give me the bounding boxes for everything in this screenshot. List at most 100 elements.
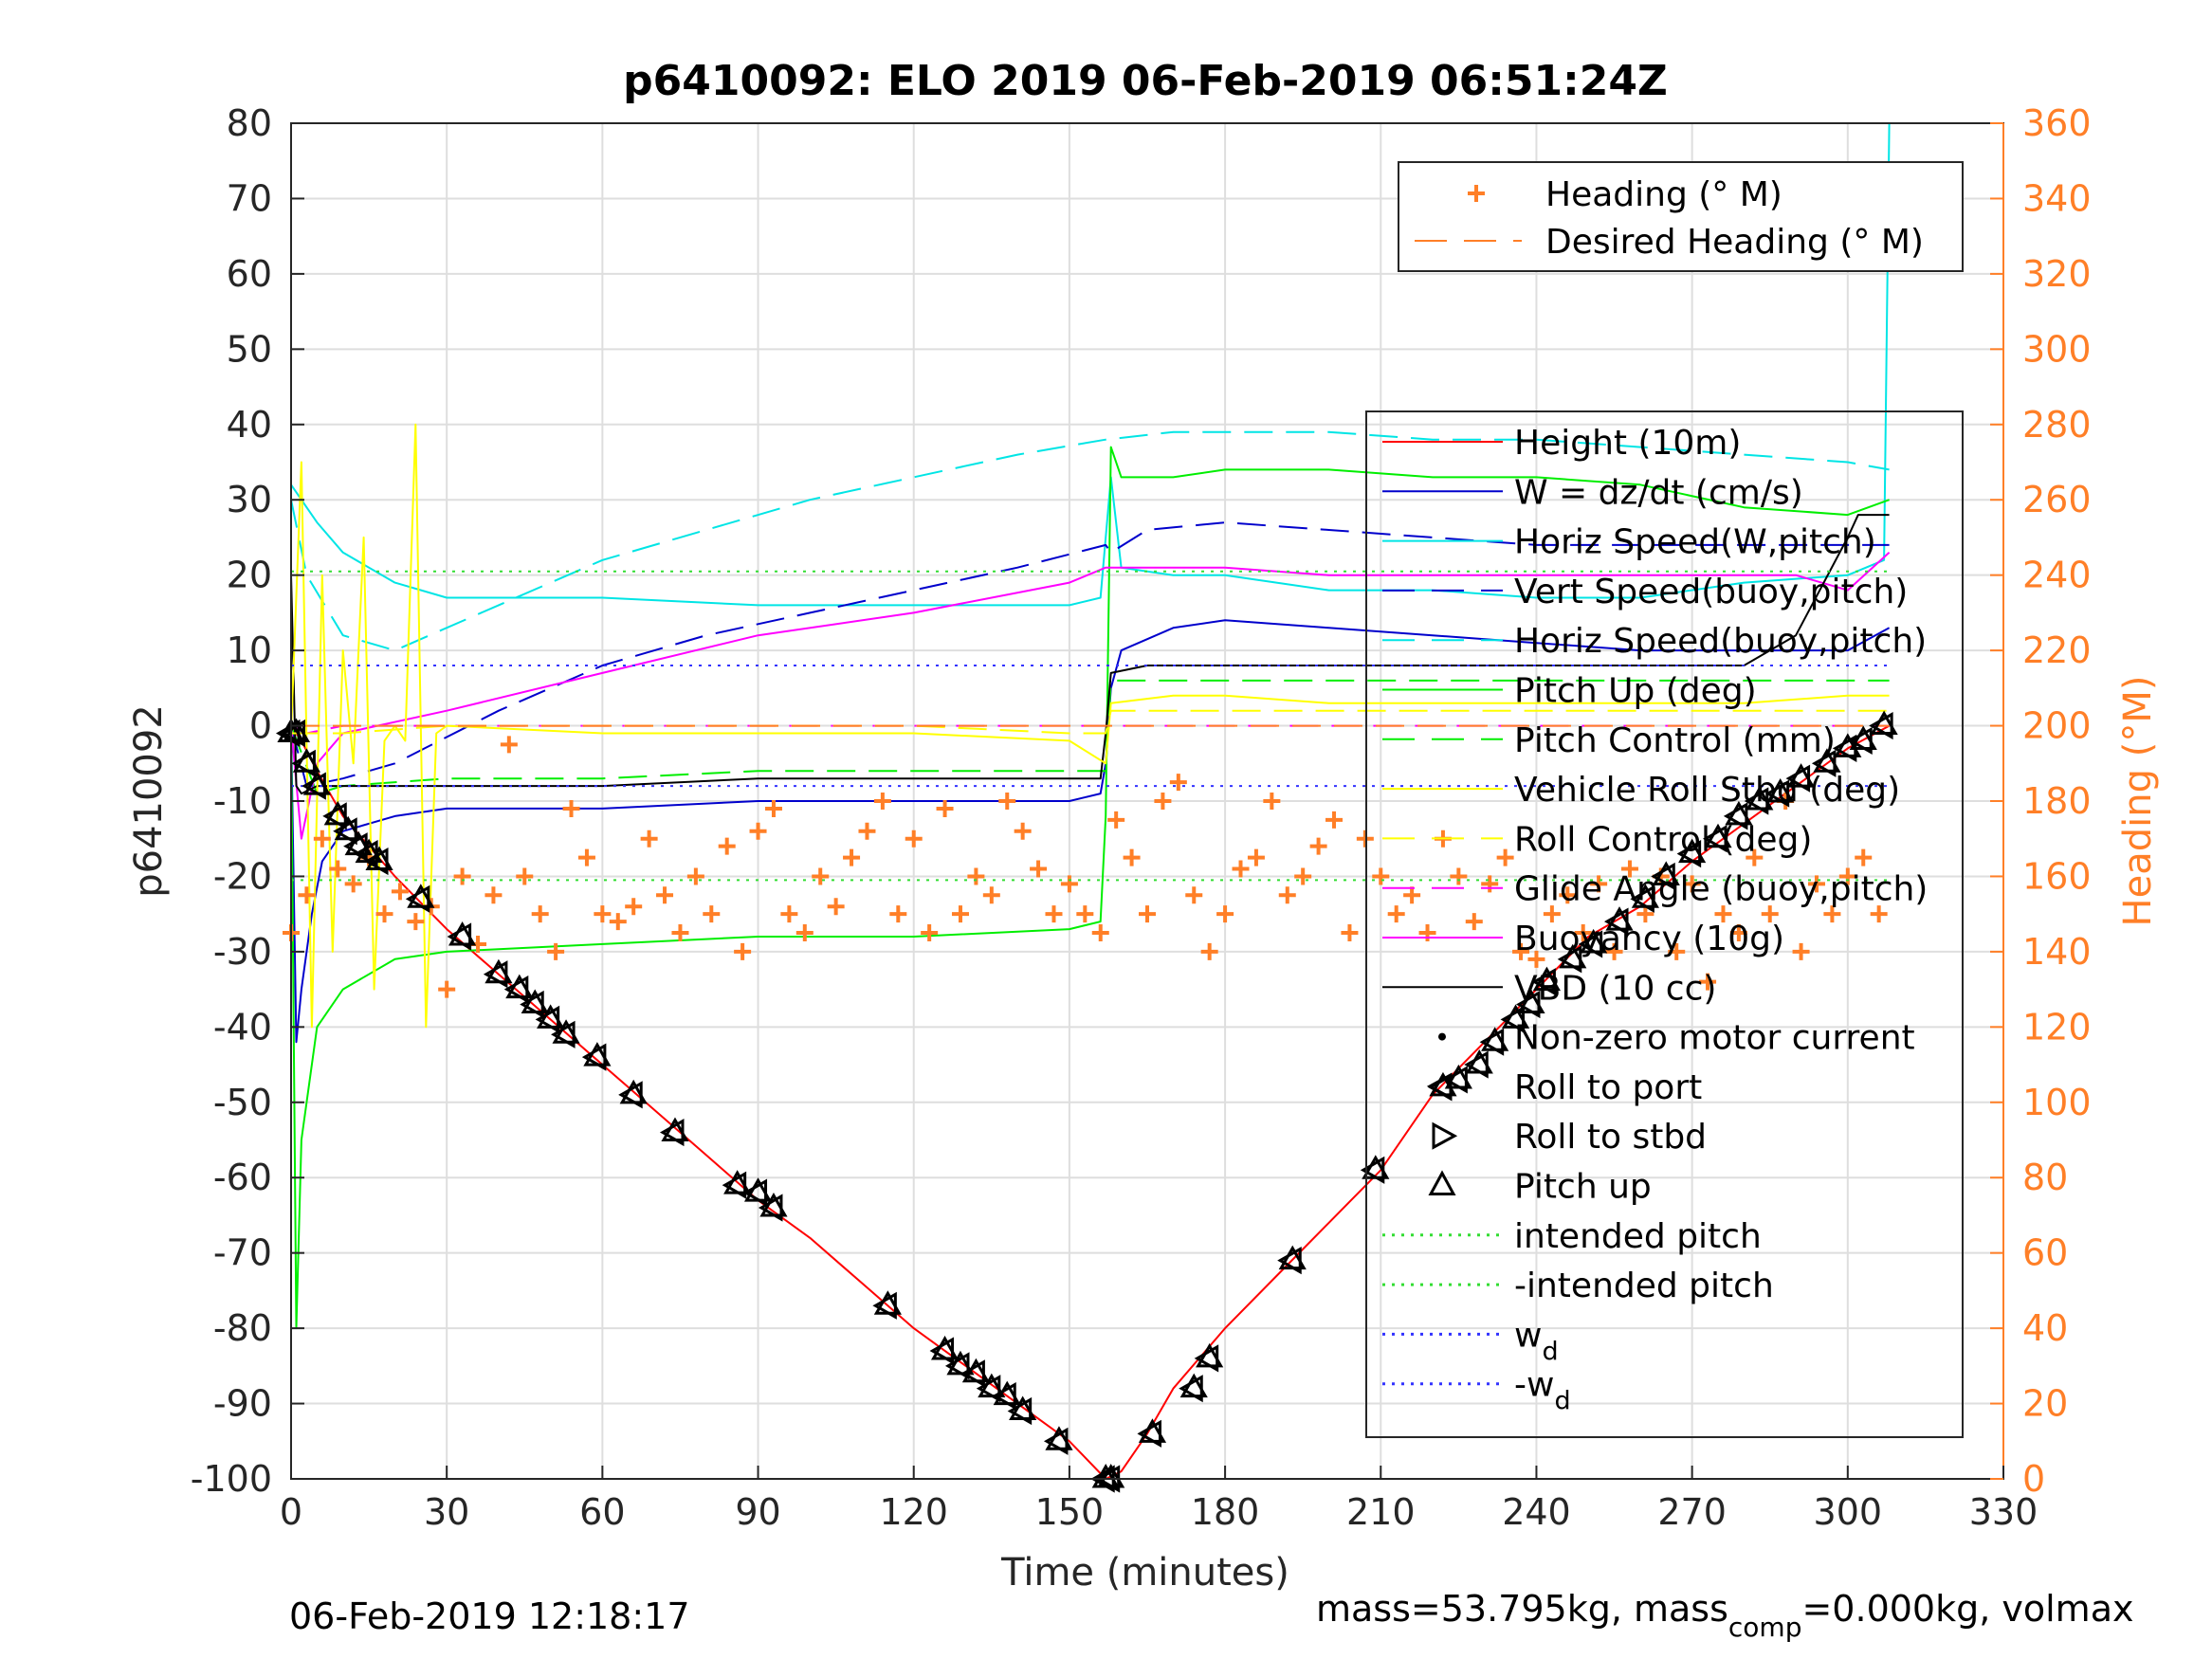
legend-label: wd xyxy=(1514,1316,1559,1366)
motor-event-marker xyxy=(1869,710,1898,740)
legend-entry: Roll to stbd xyxy=(1432,1118,1707,1157)
motor-event-marker xyxy=(659,1117,689,1147)
legend-label: -intended pitch xyxy=(1514,1267,1774,1305)
roll-to-port-marker xyxy=(1443,1066,1468,1094)
motor-event-marker xyxy=(742,1177,773,1207)
legend-label: Vehicle Roll Stbd (deg) xyxy=(1514,771,1900,810)
chart-title: p6410092: ELO 2019 06-Feb-2019 06:51:24Z xyxy=(623,57,1668,105)
legend-label: Buoyancy (10g) xyxy=(1514,920,1784,958)
heading-point xyxy=(780,905,798,923)
plus-icon xyxy=(1468,185,1485,202)
roll-to-port-marker xyxy=(551,1020,576,1048)
roll-to-port-marker xyxy=(1630,884,1654,913)
motor-event-marker xyxy=(364,846,393,876)
heading-point xyxy=(1792,942,1810,960)
legend-label-text: Roll Control (deg) xyxy=(1514,820,1812,859)
heading-point xyxy=(718,837,736,855)
heading-point xyxy=(1247,848,1265,866)
heading-point xyxy=(936,799,954,817)
heading-point xyxy=(703,905,721,923)
heading-point xyxy=(982,886,1000,904)
legend-label-text: Glide Angle (buoy,pitch) xyxy=(1514,870,1928,909)
roll-to-port-marker xyxy=(483,960,508,989)
heading-point xyxy=(858,822,876,840)
triangle-left-icon xyxy=(1426,1072,1453,1101)
legend-label: Pitch up xyxy=(1514,1168,1652,1207)
heading-point xyxy=(1387,905,1405,923)
heading-point xyxy=(1838,867,1856,885)
heading-legend-label: Heading (° M) xyxy=(1545,175,1782,214)
y-right-tick-label: 280 xyxy=(2022,404,2092,446)
roll-to-port-marker xyxy=(333,817,357,846)
x-axis-label: Time (minutes) xyxy=(1000,1551,1289,1595)
legend-label-subscript: d xyxy=(1554,1387,1570,1416)
roll-to-port-marker xyxy=(1277,1247,1302,1275)
y-right-tick-label: 360 xyxy=(2022,102,2092,144)
motor-event-marker xyxy=(322,800,352,830)
motor-event-marker xyxy=(1603,906,1634,936)
heading-point xyxy=(344,875,362,893)
heading-point xyxy=(1450,867,1468,885)
legend-label-text: Vert Speed(buoy,pitch) xyxy=(1514,573,1908,611)
y-right-tick-label: 340 xyxy=(2022,177,2092,219)
motor-event-marker xyxy=(1785,763,1816,793)
motor-event-marker xyxy=(1848,725,1877,756)
legend-label-text: intended pitch xyxy=(1514,1217,1762,1256)
legend-label: Roll Control (deg) xyxy=(1514,820,1812,859)
series-horiz-speed-buoy-pitch xyxy=(290,430,1890,652)
roll-to-port-marker xyxy=(1464,1050,1489,1079)
x-tick-label: 60 xyxy=(579,1491,625,1533)
legend-entry: Roll to port xyxy=(1426,1068,1702,1107)
heading-point xyxy=(1154,793,1172,810)
x-tick-label: 240 xyxy=(1502,1491,1571,1533)
motor-event-marker xyxy=(1630,884,1659,913)
y-tick-label: 0 xyxy=(249,705,272,747)
motor-event-marker xyxy=(1137,1418,1167,1448)
axes: 0 30 60 90 120 150 180 210 240 270 300 330807060504… xyxy=(191,102,2092,1533)
motor-event-marker xyxy=(976,1373,1006,1403)
roll-to-port-marker xyxy=(1848,726,1873,756)
roll-to-port-marker xyxy=(960,1359,985,1388)
roll-to-port-marker xyxy=(944,1352,970,1380)
motor-event-marker xyxy=(1702,823,1732,853)
series-w-dz-dt-cm-s xyxy=(290,619,1891,1044)
heading-point xyxy=(1076,905,1094,923)
roll-to-port-marker xyxy=(364,847,389,876)
roll-to-port-marker xyxy=(1194,1344,1219,1373)
heading-point xyxy=(1045,905,1063,923)
motor-event-marker xyxy=(1500,1004,1530,1033)
heading-point xyxy=(516,867,534,885)
motor-event-marker xyxy=(872,1290,902,1320)
heading-point xyxy=(1325,811,1344,829)
y-tick-label: -50 xyxy=(213,1082,272,1123)
x-tick-label: 0 xyxy=(280,1491,302,1533)
heading-point xyxy=(1512,942,1530,960)
roll-to-port-marker xyxy=(929,1337,955,1365)
y-tick-label: -100 xyxy=(191,1458,272,1500)
legend-label-text: Roll to port xyxy=(1514,1068,1702,1107)
heading-point xyxy=(1060,875,1078,893)
roll-to-port-marker xyxy=(1603,907,1629,936)
legend-label-text: Non-zero motor current xyxy=(1514,1019,1915,1058)
y-right-tick-label: 120 xyxy=(2022,1006,2092,1048)
heading-point xyxy=(484,886,503,904)
legend-entry: Vert Speed(buoy,pitch) xyxy=(1382,573,1908,611)
roll-to-port-marker xyxy=(1578,930,1603,958)
motor-event-marker xyxy=(618,1079,648,1109)
heading-point xyxy=(1294,867,1312,885)
series-vehicle-roll-stbd-deg xyxy=(290,423,1890,1029)
legend-label: W = dz/dt (cm/s) xyxy=(1514,473,1803,512)
heading-point xyxy=(1030,860,1048,878)
y-tick-label: 30 xyxy=(227,479,272,520)
legend-label: Horiz Speed(buoy,pitch) xyxy=(1514,622,1927,661)
heading-point xyxy=(1683,875,1701,893)
heading-point xyxy=(1216,905,1234,923)
motor-event-marker xyxy=(1194,1342,1224,1373)
legend-label: Roll to port xyxy=(1514,1068,1702,1107)
roll-to-port-marker xyxy=(758,1194,783,1222)
legend-label-text: -w xyxy=(1514,1366,1554,1405)
legend-label: Roll to stbd xyxy=(1514,1118,1707,1157)
legend-entry: Glide Angle (buoy,pitch) xyxy=(1382,870,1928,909)
y-right-tick-label: 260 xyxy=(2022,479,2092,520)
footer-mass-a: mass=53.795kg, mass xyxy=(1316,1588,1728,1630)
